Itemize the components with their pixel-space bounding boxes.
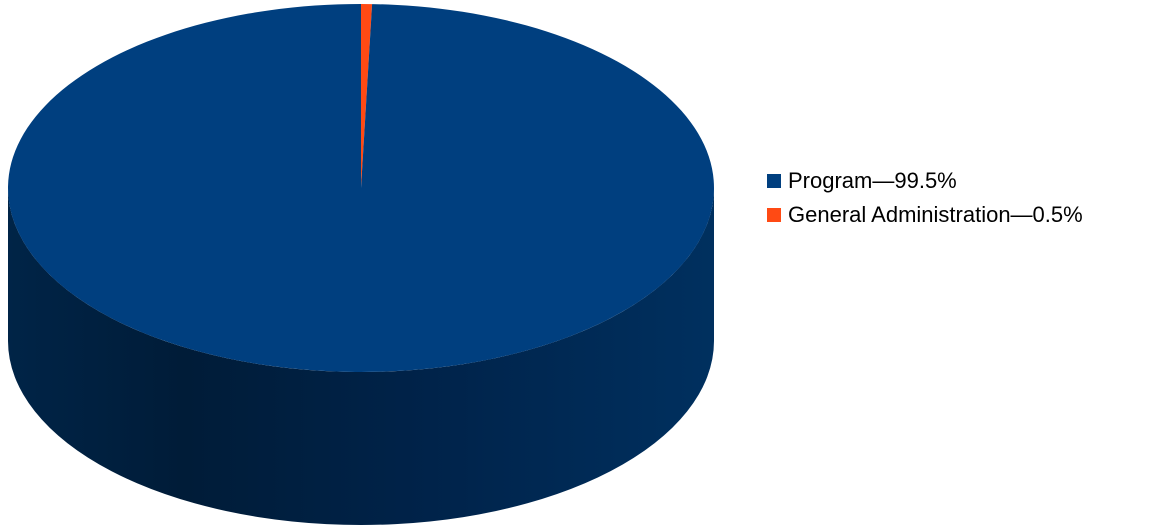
legend-item-general-administration: General Administration—0.5% [767,198,1147,232]
legend-swatch-general-administration [767,208,781,222]
pie-slice-general-administration [361,4,373,188]
legend-label-program: Program—99.5% [788,168,957,193]
pie-slice-program [7,4,714,372]
pie-side-wall [8,188,714,525]
legend-item-program: Program—99.5% [767,164,1147,198]
chart-legend: Program—99.5% General Administration—0.5… [767,164,1147,232]
legend-swatch-program [767,174,781,188]
legend-label-general-administration: General Administration—0.5% [788,202,1083,227]
